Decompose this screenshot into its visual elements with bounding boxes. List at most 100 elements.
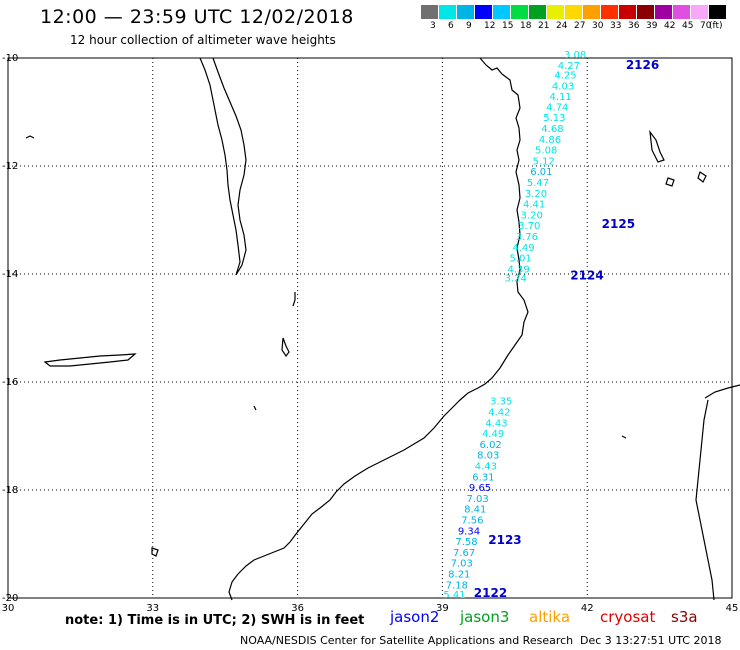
scale-swatch [529, 5, 547, 19]
legend-s3a: s3a [671, 608, 698, 626]
scale-label: 21 [538, 21, 550, 31]
swh-value: 7.56 [461, 515, 483, 526]
lake-malawi-east-shore [212, 57, 247, 276]
lon-tick-label: 42 [581, 603, 594, 614]
pass-number-label: 2125 [602, 217, 635, 231]
lon-tick-label: 30 [2, 603, 15, 614]
small-feature [292, 292, 296, 307]
scale-swatch [565, 5, 583, 19]
lat-tick-label: -18 [2, 485, 18, 496]
footer-timestamp: Dec 3 13:27:51 UTC 2018 [580, 634, 722, 647]
lat-tick-label: -10 [2, 53, 18, 64]
small-island-south [151, 547, 159, 557]
swh-value: 5.41 [443, 590, 465, 601]
map-frame [7, 57, 733, 599]
swh-value: 4.03 [552, 81, 574, 92]
swh-value: 4.42 [488, 407, 510, 418]
scale-label: 30 [592, 21, 604, 31]
lon-tick-label: 33 [146, 603, 159, 614]
swh-value: 7.67 [453, 548, 475, 559]
scale-swatch [709, 5, 727, 19]
scale-swatch [583, 5, 601, 19]
swh-value: 4.43 [485, 418, 507, 429]
swh-value: 4.68 [541, 124, 563, 135]
page-subtitle: 12 hour collection of altimeter wave hei… [70, 33, 336, 47]
swh-value: 5.13 [543, 113, 565, 124]
map-grid [7, 57, 733, 599]
lon-tick-label: 45 [726, 603, 739, 614]
axis-labels: 30 33 36 39 42 45 -10 -12 -14 -16 -18 -20 [2, 53, 739, 614]
scale-label: 39 [646, 21, 658, 31]
swh-value: 3.76 [516, 232, 538, 243]
swh-value: 5.08 [535, 146, 557, 157]
lat-tick-label: -12 [2, 161, 18, 172]
madagascar-coast [695, 384, 740, 601]
swh-value: 6.31 [472, 472, 494, 483]
scale-swatch [637, 5, 655, 19]
scale-swatch [493, 5, 511, 19]
swh-value: 3.20 [521, 210, 543, 221]
footer-credit: NOAA/NESDIS Center for Satellite Applica… [240, 634, 574, 647]
scale-label: 15 [502, 21, 514, 31]
note-text: note: 1) Time is in UTC; 2) SWH is in fe… [65, 613, 365, 628]
scale-label: 6 [448, 21, 454, 31]
swh-value: 4.25 [554, 71, 576, 82]
scale-label: (ft) [709, 21, 723, 31]
lake-kariba [43, 353, 137, 367]
small-dot2 [621, 435, 627, 439]
pass-number-label: 2123 [488, 533, 521, 547]
scale-label: 18 [520, 21, 532, 31]
coastline [25, 57, 740, 601]
small-dot [253, 405, 257, 411]
swh-value: 3.35 [490, 397, 512, 408]
scale-swatch [601, 5, 619, 19]
scale-label: 12 [484, 21, 496, 31]
swh-value: 7.03 [451, 559, 473, 570]
lon-tick-label: 39 [436, 603, 449, 614]
lon-tick-label: 36 [291, 603, 304, 614]
pass-number-label: 2124 [570, 268, 603, 282]
scale-swatch [511, 5, 529, 19]
swh-value: 8.03 [477, 451, 499, 462]
scale-label: 27 [574, 21, 586, 31]
swh-value: 4.74 [546, 102, 568, 113]
small-lake-west [25, 135, 35, 139]
scale-swatch [619, 5, 637, 19]
legend-altika: altika [529, 608, 571, 626]
scale-label: 33 [610, 21, 622, 31]
swh-value: 4.39 [508, 264, 530, 275]
scale-label: 36 [628, 21, 640, 31]
comoros-island [649, 129, 665, 163]
swh-value: 7.03 [467, 494, 489, 505]
swh-value: 4.43 [475, 461, 497, 472]
swh-value: 3.08 [564, 50, 586, 61]
legend-jason3: jason3 [460, 608, 510, 626]
swh-value: 8.41 [464, 505, 486, 516]
swh-value: 5.12 [533, 156, 555, 167]
scale-label: 3 [430, 21, 436, 31]
page-title: 12:00 — 23:59 UTC 12/02/2018 [40, 6, 354, 28]
swh-value: 4.27 [558, 61, 580, 72]
pass-number-label: 2122 [474, 586, 507, 600]
swh-value: 4.86 [539, 135, 561, 146]
swh-value: 9.65 [469, 483, 491, 494]
swh-value: 7.58 [455, 537, 477, 548]
scale-swatch [655, 5, 673, 19]
pass-labels: 2126 2125 2124 2123 2122 [474, 58, 659, 600]
lake-malawi-west-shore [199, 57, 241, 276]
swh-value: 6.02 [480, 440, 502, 451]
lat-tick-label: -14 [2, 269, 18, 280]
swh-value: 7.18 [446, 580, 468, 591]
swh-value: 4.41 [523, 200, 545, 211]
track-north-values: 3.084.274.254.034.114.745.134.684.865.08… [505, 50, 587, 285]
scale-label: 70 [700, 21, 712, 31]
scale-swatch [691, 5, 709, 19]
scale-label: 42 [664, 21, 676, 31]
scale-swatch [439, 5, 457, 19]
swh-value: 6.01 [530, 167, 552, 178]
color-scale-bar [421, 5, 727, 19]
scale-swatch [475, 5, 493, 19]
legend-jason2: jason2 [390, 608, 440, 626]
swh-value: 8.21 [448, 569, 470, 580]
